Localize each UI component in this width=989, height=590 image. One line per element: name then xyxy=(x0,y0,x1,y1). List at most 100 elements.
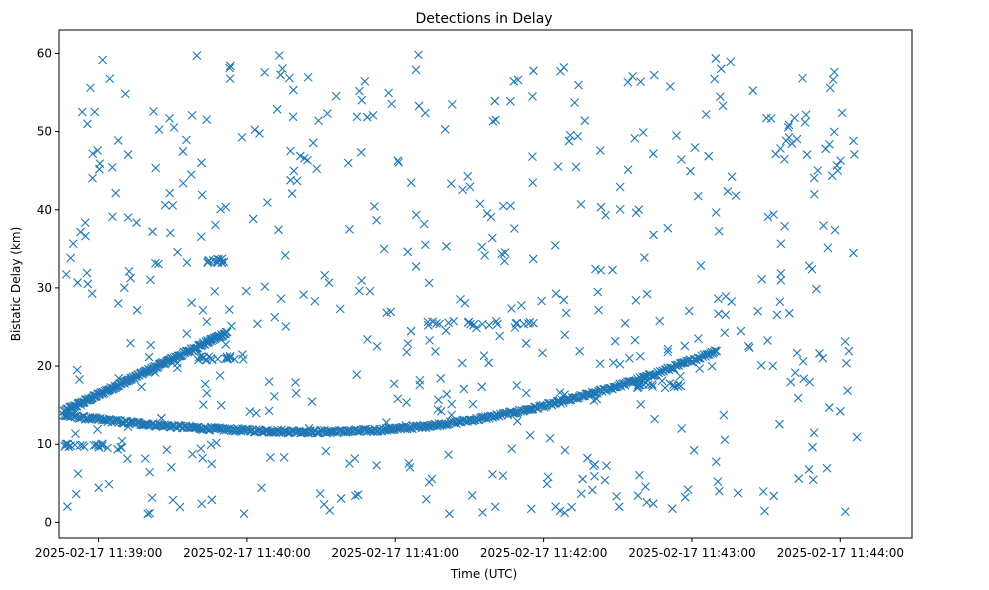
data-point xyxy=(431,346,440,356)
data-point xyxy=(849,150,859,159)
data-point xyxy=(840,337,850,346)
data-point xyxy=(693,191,703,201)
data-point xyxy=(614,502,624,512)
data-point xyxy=(784,133,794,142)
data-point xyxy=(402,398,411,407)
data-point xyxy=(205,336,215,345)
data-point xyxy=(343,158,353,168)
data-point xyxy=(498,471,508,481)
data-point xyxy=(274,225,283,235)
data-point xyxy=(87,289,97,299)
data-point xyxy=(357,95,367,105)
data-point xyxy=(532,403,542,413)
data-point xyxy=(153,259,163,269)
data-point xyxy=(196,444,206,453)
data-point xyxy=(812,284,821,294)
data-point xyxy=(181,135,191,145)
data-point xyxy=(507,304,516,313)
data-point xyxy=(707,361,717,371)
data-point xyxy=(368,110,378,120)
data-point xyxy=(615,182,625,192)
x-tick-label: 2025-02-17 11:42:00 xyxy=(480,546,607,560)
x-tick-label: 2025-02-17 11:40:00 xyxy=(183,546,310,560)
data-point xyxy=(446,179,456,189)
data-point xyxy=(216,204,226,214)
data-point xyxy=(107,162,117,172)
data-point xyxy=(804,261,814,271)
data-point xyxy=(844,346,854,356)
data-point xyxy=(94,483,104,493)
data-point xyxy=(422,494,431,504)
data-point xyxy=(665,82,675,91)
data-point xyxy=(192,51,202,61)
data-point xyxy=(217,258,227,268)
data-point xyxy=(684,306,694,316)
data-point xyxy=(768,361,778,371)
data-point xyxy=(601,210,610,220)
data-point xyxy=(225,74,235,84)
data-point xyxy=(744,343,754,353)
x-axis: 2025-02-17 11:39:00 2025-02-17 11:40:00 20… xyxy=(35,538,904,560)
data-point xyxy=(393,394,403,404)
data-point xyxy=(196,352,206,361)
data-point xyxy=(668,380,678,390)
data-point xyxy=(225,353,235,363)
data-point xyxy=(202,388,212,398)
data-point xyxy=(484,358,494,368)
data-point xyxy=(578,474,588,484)
data-point xyxy=(648,382,657,391)
data-point xyxy=(776,144,785,153)
data-point xyxy=(370,202,379,211)
data-point xyxy=(197,499,207,509)
data-point xyxy=(748,86,758,95)
data-point xyxy=(310,296,320,306)
data-point xyxy=(711,208,721,217)
data-point xyxy=(204,255,214,265)
data-point xyxy=(849,248,858,258)
data-point xyxy=(526,504,536,514)
data-point xyxy=(521,388,531,398)
data-point xyxy=(591,264,600,274)
data-point xyxy=(665,363,675,373)
data-point xyxy=(140,454,150,463)
data-point xyxy=(419,219,429,229)
data-point xyxy=(490,502,500,512)
data-point xyxy=(808,475,818,485)
data-point xyxy=(315,489,325,499)
data-point xyxy=(345,224,354,234)
data-point xyxy=(677,155,686,164)
data-point xyxy=(77,107,87,117)
data-point xyxy=(105,74,115,84)
data-point xyxy=(809,428,819,438)
data-point xyxy=(149,107,158,116)
data-point xyxy=(714,309,723,319)
data-point xyxy=(144,352,154,362)
data-point xyxy=(411,262,421,271)
data-point xyxy=(265,453,275,462)
data-point xyxy=(295,151,305,161)
data-point xyxy=(456,295,465,304)
data-point xyxy=(123,422,133,432)
data-point xyxy=(389,379,399,389)
data-point xyxy=(88,173,97,183)
data-point xyxy=(628,72,637,81)
data-point xyxy=(786,377,796,387)
data-point xyxy=(72,365,82,375)
data-point xyxy=(114,373,124,383)
data-point xyxy=(211,220,220,230)
data-point xyxy=(801,110,811,120)
data-point xyxy=(222,352,232,362)
data-point xyxy=(776,269,786,278)
data-point xyxy=(564,136,574,146)
data-point xyxy=(561,308,571,318)
data-point xyxy=(615,204,625,214)
data-point xyxy=(61,270,71,279)
data-point xyxy=(513,75,523,85)
data-point xyxy=(394,157,404,167)
data-point xyxy=(278,64,287,73)
data-point xyxy=(713,294,723,304)
data-point xyxy=(587,485,597,495)
data-point xyxy=(663,344,673,354)
data-point xyxy=(642,289,652,299)
data-point xyxy=(147,493,157,503)
